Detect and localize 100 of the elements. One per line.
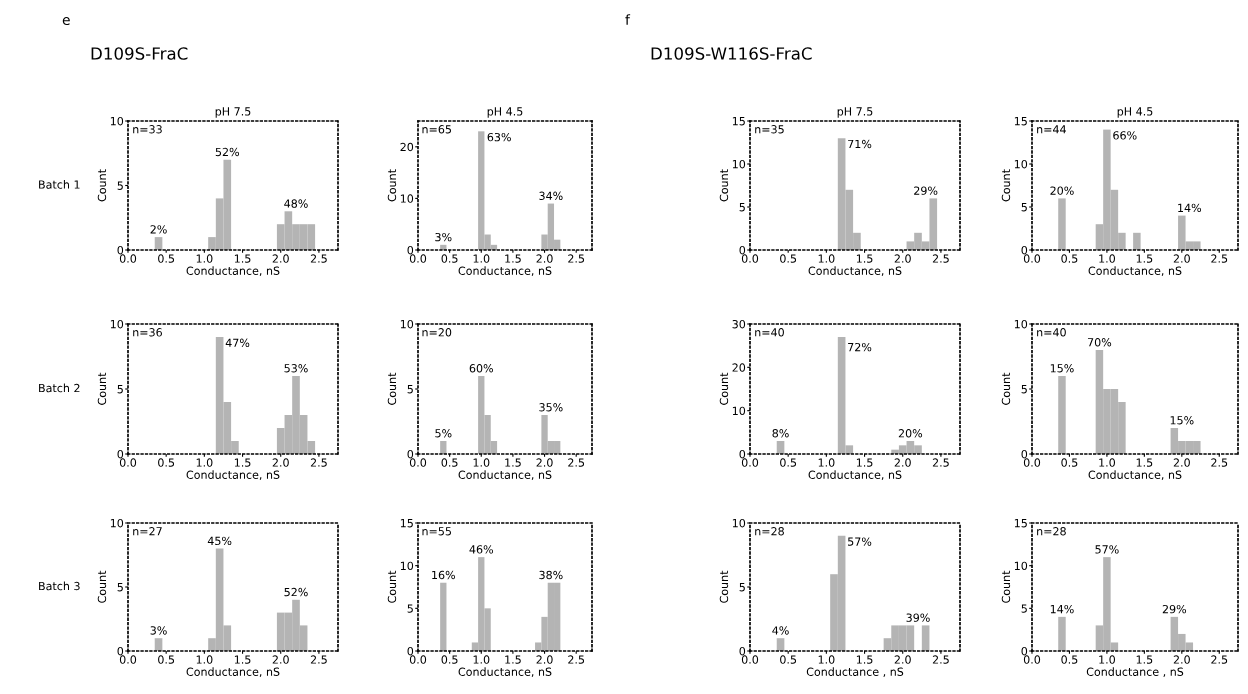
x-tick-label: 2.5 (1211, 458, 1228, 467)
x-tick-label: 0.0 (741, 458, 759, 467)
y-tick-label: 10 (1014, 561, 1028, 571)
y-tick-label: 5 (407, 385, 413, 394)
annotation: 3% (150, 626, 167, 635)
annotation: 35% (539, 403, 563, 412)
annotation: 52% (284, 587, 308, 597)
annotation: 15% (1050, 364, 1074, 373)
y-tick-label: 5 (117, 181, 123, 190)
x-tick-label: 0.5 (158, 655, 175, 664)
x-tick-label: 0.5 (1061, 458, 1078, 467)
x-tick-label: 2.5 (568, 458, 585, 467)
annotation: n=27 (133, 527, 162, 536)
annotation: 53% (284, 364, 308, 373)
x-tick-label: 2.0 (536, 458, 553, 467)
x-tick-label: 2.5 (310, 458, 327, 467)
x-tick-label: 0.0 (119, 458, 137, 467)
x-tick-label: 2.5 (1211, 655, 1228, 664)
text: Batch 1 (39, 180, 80, 189)
x-tick-label: 1.5 (1136, 655, 1153, 664)
x-axis-title: Conductance, nS (808, 470, 902, 481)
y-tick-label: 10 (110, 116, 124, 126)
x-tick-label: 2.5 (932, 655, 949, 664)
x-tick-label: 0.5 (1061, 655, 1078, 664)
annotation: 2% (150, 225, 167, 234)
y-tick-label: 10 (1014, 319, 1028, 329)
y-tick-label: 0 (1021, 245, 1028, 255)
x-tick-label: 1.5 (856, 254, 873, 263)
x-tick-label: 1.0 (1099, 254, 1116, 263)
annotation: 34% (539, 191, 563, 201)
x-tick-label: 1.0 (1099, 655, 1116, 664)
y-tick-label: 15 (732, 117, 745, 126)
annotation: 8% (772, 429, 789, 438)
annotation: n=44 (1037, 125, 1066, 134)
y-tick-label: 10 (400, 561, 414, 571)
x-tick-label: 1.5 (1136, 254, 1153, 263)
annotation: 38% (539, 570, 563, 580)
y-tick-label: 10 (732, 406, 746, 416)
annotation: 14% (1050, 604, 1074, 614)
y-tick-label: 10 (732, 518, 746, 528)
x-tick-label: 2.5 (932, 254, 949, 263)
x-tick-label: 1.5 (1136, 458, 1153, 467)
annotation: n=55 (422, 527, 451, 536)
x-tick-label: 1.5 (856, 655, 873, 664)
y-tick-label: 0 (407, 449, 414, 459)
x-tick-label: 0.0 (1023, 254, 1041, 263)
x-axis-title: Conductance, nS (186, 667, 280, 678)
annotation: 66% (1113, 131, 1137, 140)
annotation: 63% (487, 132, 511, 142)
y-tick-label: 0 (1021, 449, 1028, 459)
x-tick-label: 0.5 (780, 458, 797, 467)
annotation: n=28 (1037, 527, 1066, 536)
annotation: n=33 (133, 125, 162, 134)
x-tick-label: 0.5 (1061, 254, 1078, 263)
x-tick-label: 2.5 (568, 655, 585, 664)
x-tick-label: 2.5 (310, 254, 327, 263)
y-tick-label: 30 (732, 319, 746, 329)
x-tick-label: 1.5 (234, 254, 251, 263)
x-tick-label: 2.0 (1173, 458, 1190, 467)
y-axis-title: Count (719, 372, 729, 405)
x-tick-label: 2.5 (1211, 254, 1228, 263)
annotation: 52% (215, 147, 240, 157)
x-tick-label: 1.0 (818, 458, 835, 467)
x-tick-label: 0.5 (158, 458, 175, 467)
x-tick-label: 2.0 (1173, 655, 1190, 664)
y-axis-title: Count (387, 169, 397, 202)
annotation: 60% (469, 364, 494, 373)
annotation: 20% (1050, 186, 1074, 195)
x-tick-label: 0.0 (409, 254, 427, 263)
y-tick-label: 15 (1014, 519, 1027, 528)
annotation: 57% (848, 537, 872, 546)
y-tick-label: 10 (400, 194, 414, 203)
y-axis-title: Count (387, 372, 397, 405)
y-tick-label: 15 (400, 519, 413, 528)
y-tick-label: 0 (117, 449, 124, 459)
y-tick-label: 10 (110, 319, 124, 329)
text: e (62, 17, 70, 26)
x-tick-label: 1.0 (1099, 458, 1116, 467)
x-tick-label: 0.5 (158, 254, 175, 263)
y-tick-label: 5 (1021, 203, 1027, 212)
x-tick-label: 0.0 (409, 458, 427, 467)
y-tick-label: 5 (407, 604, 413, 613)
chart-title: pH 4.5 (1117, 107, 1153, 118)
x-tick-label: 1.5 (505, 655, 521, 664)
x-tick-label: 2.0 (536, 254, 553, 263)
x-axis-title: Conductance, nS (1088, 266, 1182, 277)
annotation: 3% (435, 232, 452, 242)
y-tick-label: 0 (407, 245, 414, 255)
text: Batch 2 (39, 383, 80, 393)
annotation: 5% (435, 429, 452, 438)
x-axis-title: Conductance, nS (1088, 470, 1182, 481)
x-tick-label: 2.5 (932, 458, 949, 467)
y-tick-label: 0 (739, 646, 746, 656)
annotation: 14% (1178, 203, 1202, 213)
x-tick-label: 0.5 (780, 254, 797, 263)
x-tick-label: 0.0 (1023, 458, 1041, 467)
x-tick-label: 2.0 (536, 655, 553, 664)
x-tick-label: 0.0 (1023, 655, 1041, 664)
annotation: 39% (906, 613, 930, 622)
annotation: 47% (225, 338, 250, 347)
